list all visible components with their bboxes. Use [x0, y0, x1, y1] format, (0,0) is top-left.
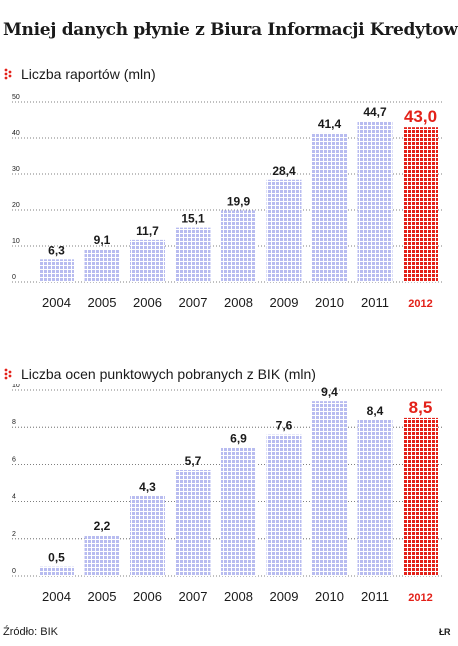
- x-tick-label-2012: 2012: [408, 592, 432, 604]
- bar-2008: [221, 210, 256, 282]
- x-tick-label-2010: 2010: [315, 589, 344, 604]
- x-tick-label-2008: 2008: [224, 589, 253, 604]
- bar-2009: [266, 179, 302, 282]
- bar-2004: [39, 566, 74, 576]
- y-tick-label: 30: [12, 166, 20, 173]
- value-label-2004: 0,5: [48, 551, 65, 565]
- bar-2009: [266, 434, 302, 576]
- chart-1-title: Liczba raportów (mln): [3, 66, 156, 82]
- y-tick-label: 0: [12, 568, 16, 575]
- y-tick-label: 4: [12, 494, 16, 501]
- chart-1-title-text: Liczba raportów (mln): [21, 66, 156, 82]
- value-label-2005: 9,1: [94, 233, 111, 247]
- value-label-2008: 19,9: [227, 194, 251, 208]
- bar-2011: [357, 419, 393, 576]
- x-tick-label-2012: 2012: [408, 298, 432, 310]
- value-label-2004: 6,3: [48, 243, 65, 257]
- value-label-2007: 5,7: [185, 454, 202, 468]
- x-tick-label-2007: 2007: [179, 295, 208, 310]
- x-tick-label-2007: 2007: [179, 589, 208, 604]
- author-credit: ŁR: [439, 627, 451, 637]
- value-label-2010: 9,4: [321, 385, 338, 399]
- y-tick-label: 6: [12, 456, 16, 463]
- x-tick-label-2011: 2011: [361, 295, 389, 310]
- value-label-2006: 11,7: [136, 224, 159, 238]
- x-tick-label-2011: 2011: [361, 589, 389, 604]
- chart-2-scores: 0 2 4 6 8 10 0,5 2004 2,2 2005 4,3 2006 5,7 2007 6,9 20…: [12, 384, 444, 604]
- bar-2010: [312, 401, 347, 576]
- source-note: Źródło: BIK: [3, 626, 59, 638]
- page-title: Mniej danych płynie z Biura Informacji K…: [3, 20, 458, 40]
- bar-2007: [175, 469, 211, 576]
- x-tick-label-2008: 2008: [224, 295, 253, 310]
- value-label-2012: 8,5: [409, 398, 433, 417]
- value-label-2009: 28,4: [272, 164, 296, 178]
- value-label-2008: 6,9: [230, 432, 247, 446]
- value-label-2007: 15,1: [181, 212, 205, 226]
- bar-2011: [357, 121, 393, 282]
- value-label-2010: 41,4: [318, 117, 342, 131]
- bar-2004: [39, 259, 74, 282]
- value-label-2011: 44,7: [363, 105, 387, 119]
- y-tick-label: 2: [12, 531, 16, 538]
- x-tick-label-2005: 2005: [88, 295, 117, 310]
- x-tick-label-2006: 2006: [133, 589, 162, 604]
- y-tick-label: 10: [12, 238, 20, 245]
- y-tick-label: 50: [12, 94, 20, 101]
- chart-2-title: Liczba ocen punktowych pobranych z BIK (…: [3, 366, 316, 382]
- bar-2006: [130, 496, 165, 576]
- y-tick-label: 40: [12, 130, 20, 137]
- bar-2010: [312, 132, 347, 282]
- bar-2012: [403, 417, 438, 576]
- top-rule: [0, 0, 458, 8]
- bar-2005: [84, 535, 120, 576]
- y-tick-label: 10: [12, 384, 20, 389]
- value-label-2009: 7,6: [276, 419, 293, 433]
- value-label-2012: 43,0: [404, 107, 437, 126]
- value-label-2006: 4,3: [139, 480, 156, 494]
- chart-2-title-text: Liczba ocen punktowych pobranych z BIK (…: [21, 366, 316, 382]
- x-tick-label-2004: 2004: [42, 589, 71, 604]
- y-tick-label: 20: [12, 202, 20, 209]
- bar-2005: [84, 249, 120, 282]
- bar-2012: [403, 127, 438, 282]
- y-tick-label: 0: [12, 274, 16, 281]
- x-tick-label-2009: 2009: [270, 295, 299, 310]
- value-label-2005: 2,2: [94, 519, 111, 533]
- x-tick-label-2005: 2005: [88, 589, 117, 604]
- y-tick-label: 8: [12, 419, 16, 426]
- bullet-icon: [4, 368, 12, 380]
- bar-2006: [130, 239, 165, 282]
- bar-2008: [221, 447, 256, 576]
- x-tick-label-2006: 2006: [133, 295, 162, 310]
- chart-1-reports: 0 10 20 30 40 50 6,3 2004 9,1 2005 11,7 2006 15,1 200…: [12, 94, 444, 310]
- bullet-icon: [4, 68, 12, 80]
- x-tick-label-2004: 2004: [42, 295, 71, 310]
- bar-2007: [175, 227, 211, 282]
- x-tick-label-2010: 2010: [315, 295, 344, 310]
- value-label-2011: 8,4: [367, 404, 384, 418]
- x-tick-label-2009: 2009: [270, 589, 299, 604]
